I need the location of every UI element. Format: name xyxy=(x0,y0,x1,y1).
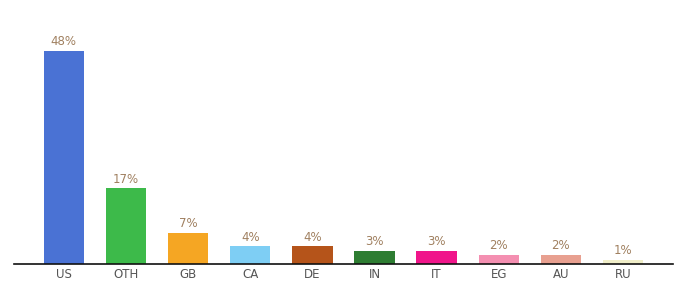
Text: 4%: 4% xyxy=(303,231,322,244)
Bar xyxy=(292,246,333,264)
Bar xyxy=(416,251,457,264)
Text: 3%: 3% xyxy=(427,235,446,248)
Bar xyxy=(603,260,643,264)
Bar xyxy=(541,255,581,264)
Text: 7%: 7% xyxy=(179,217,197,230)
Text: 1%: 1% xyxy=(614,244,632,257)
Bar xyxy=(168,233,208,264)
Bar xyxy=(230,246,271,264)
Text: 3%: 3% xyxy=(365,235,384,248)
Text: 48%: 48% xyxy=(51,35,77,48)
Text: 2%: 2% xyxy=(551,239,571,252)
Bar xyxy=(105,188,146,264)
Bar xyxy=(44,51,84,264)
Bar xyxy=(354,251,394,264)
Text: 2%: 2% xyxy=(490,239,508,252)
Text: 4%: 4% xyxy=(241,231,260,244)
Text: 17%: 17% xyxy=(113,173,139,186)
Bar xyxy=(479,255,519,264)
